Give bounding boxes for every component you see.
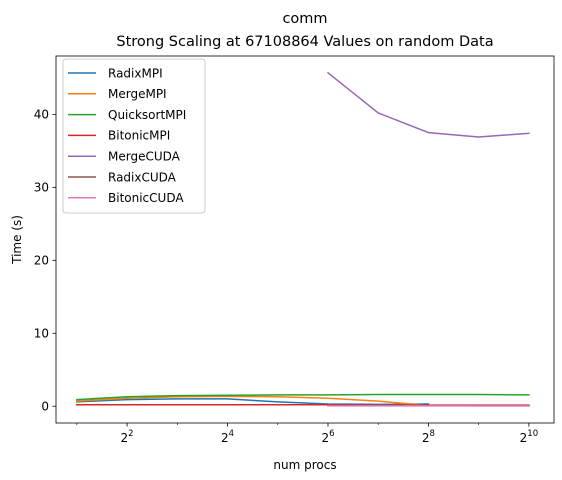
y-axis: 0 10 20 30 40 bbox=[34, 108, 56, 414]
legend-box bbox=[62, 58, 206, 214]
chart-title: comm bbox=[282, 11, 327, 27]
legend-label-radixmpi: RadixMPI bbox=[108, 66, 163, 80]
y-axis-label: Time (s) bbox=[10, 215, 24, 265]
legend-label-mergecuda: MergeCUDA bbox=[108, 150, 181, 164]
series-layer bbox=[76, 71, 530, 407]
legend-label-quicksortmpi: QuicksortMPI bbox=[108, 108, 186, 122]
x-tick-label: 24 bbox=[221, 429, 234, 445]
plot-frame bbox=[55, 55, 555, 424]
legend-label-bitonicmpi: BitonicMPI bbox=[108, 129, 170, 143]
y-tick-label: 10 bbox=[34, 327, 49, 341]
x-tick-label: 26 bbox=[321, 429, 334, 445]
y-tick-label: 40 bbox=[34, 108, 49, 122]
y-tick-label: 0 bbox=[41, 400, 49, 414]
chart-subtitle: Strong Scaling at 67108864 Values on ran… bbox=[116, 34, 493, 50]
y-tick-label: 20 bbox=[34, 254, 49, 268]
x-tick-label: 210 bbox=[520, 429, 538, 445]
legend: RadixMPI MergeMPI QuicksortMPI BitonicMPI Me… bbox=[62, 58, 206, 214]
x-tick-label: 28 bbox=[422, 429, 435, 445]
legend-label-bitoniccuda: BitonicCUDA bbox=[108, 191, 184, 205]
legend-label-mergempi: MergeMPI bbox=[108, 87, 167, 101]
x-axis: 22 24 26 28 210 bbox=[76, 423, 538, 445]
x-tick-label: 22 bbox=[121, 429, 134, 445]
y-tick-label: 30 bbox=[34, 181, 49, 195]
x-axis-label: num procs bbox=[273, 458, 336, 472]
series-line-quicksortmpi bbox=[76, 393, 530, 401]
series-line-mergecuda bbox=[326, 71, 530, 138]
legend-label-radixcuda: RadixCUDA bbox=[108, 170, 177, 184]
